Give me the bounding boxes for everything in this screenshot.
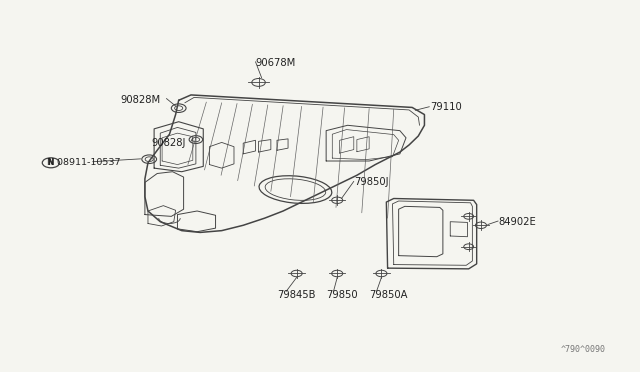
- Text: 90678M: 90678M: [255, 58, 296, 68]
- Text: 79850: 79850: [326, 290, 358, 300]
- Text: 79850J: 79850J: [354, 177, 388, 187]
- Text: 90828J: 90828J: [151, 138, 186, 148]
- Text: 84902E: 84902E: [498, 217, 536, 227]
- Text: N: N: [47, 158, 54, 167]
- Text: 79845B: 79845B: [277, 290, 316, 300]
- Text: 79110: 79110: [431, 102, 462, 112]
- Text: N 08911-10537: N 08911-10537: [47, 158, 120, 167]
- Text: ^790^0090: ^790^0090: [561, 345, 605, 354]
- Text: 79850A: 79850A: [369, 290, 408, 300]
- Text: 90828M: 90828M: [120, 95, 161, 105]
